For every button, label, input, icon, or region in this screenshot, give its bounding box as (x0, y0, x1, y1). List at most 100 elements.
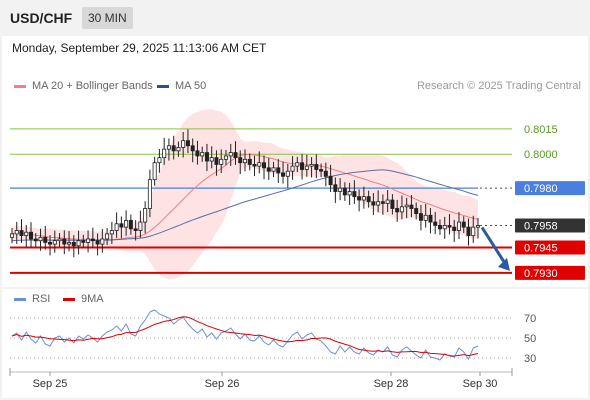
candle-13 (71, 235, 76, 258)
candle-body (100, 238, 105, 245)
candle-63 (309, 157, 314, 178)
candle-82 (399, 195, 404, 220)
candle-32 (162, 137, 167, 165)
candle-94 (456, 212, 461, 240)
candle-11 (62, 230, 67, 255)
level-8015-label: 0.8015 (524, 124, 558, 136)
legend-ma20: MA 20 + Bollinger Bands (14, 80, 153, 92)
candle-90 (437, 219, 442, 235)
forecast-arrow-head (498, 257, 510, 271)
candle-81 (395, 199, 400, 222)
candle-41 (204, 143, 209, 172)
candle-15 (81, 234, 86, 249)
candle-72 (352, 180, 357, 204)
candle-20 (105, 227, 110, 245)
candle-body (109, 230, 114, 235)
candle-body (442, 225, 447, 230)
candle-93 (452, 219, 457, 242)
candle-body (119, 223, 124, 228)
candle-body (171, 145, 176, 152)
candle-body (52, 240, 57, 245)
candle-37 (185, 129, 190, 154)
candle-body (190, 145, 195, 152)
candle-body (437, 225, 442, 230)
candle-69 (338, 178, 343, 201)
x-tick-label-3: Sep 30 (463, 378, 498, 390)
candle-47 (233, 141, 238, 165)
candle-89 (433, 212, 438, 235)
timeframe-badge[interactable]: 30 MIN (82, 7, 133, 29)
candle-body (200, 152, 205, 157)
candle-body (423, 214, 428, 221)
candle-body (181, 140, 186, 148)
candle-55 (271, 161, 276, 178)
candle-74 (361, 186, 366, 209)
candle-0 (9, 227, 14, 244)
forecast-arrow-shaft (480, 226, 508, 266)
candle-5 (33, 233, 38, 247)
candle-body (452, 226, 457, 231)
candle-body (328, 175, 333, 186)
candle-body (228, 152, 233, 157)
candle-body (14, 230, 19, 235)
legend-rsi-swatch (14, 297, 26, 301)
datetime-label: Monday, September 29, 2025 11:13:06 AM C… (12, 41, 267, 55)
candle-21 (109, 221, 114, 244)
candle-28 (143, 201, 148, 234)
candle-body (461, 221, 466, 228)
candle-body (81, 240, 86, 243)
candle-body (309, 164, 314, 167)
candle-23 (119, 216, 124, 239)
candle-59 (290, 156, 295, 180)
credit-text: Research © 2025 Trading Central (416, 80, 581, 92)
candle-body (162, 148, 167, 159)
legend-rsi-ma-label: 9MA (81, 293, 104, 305)
candle-body (395, 208, 400, 213)
candle-18 (95, 233, 100, 256)
candle-body (76, 240, 81, 247)
candle-42 (209, 146, 214, 169)
candle-body (361, 196, 366, 201)
candle-85 (414, 202, 419, 220)
candle-39 (195, 140, 200, 165)
candle-83 (404, 197, 409, 219)
x-tick-label-2: Sep 28 (374, 378, 409, 390)
legend-ma50-swatch (157, 84, 169, 88)
candle-body (409, 204, 414, 209)
candle-body (304, 165, 309, 170)
candle-33 (166, 138, 171, 161)
candle-34 (171, 135, 176, 160)
candle-14 (76, 230, 81, 255)
candle-body (404, 204, 409, 208)
bollinger-band (12, 109, 478, 280)
candle-6 (38, 228, 43, 251)
candle-24 (124, 210, 129, 236)
candle-body (62, 238, 67, 245)
legend-rsi-label: RSI (32, 293, 51, 305)
candle-79 (385, 190, 390, 213)
candle-67 (328, 164, 333, 193)
candle-87 (423, 203, 428, 228)
candle-body (214, 157, 219, 165)
bollinger-band-area (12, 109, 478, 280)
candle-body (338, 187, 343, 192)
candle-46 (228, 143, 233, 166)
candle-body (57, 238, 62, 242)
candle-body (33, 238, 38, 242)
symbol-title: USD/CHF (10, 10, 73, 26)
candle-body (376, 201, 381, 206)
candle-body (204, 152, 209, 162)
candle-54 (266, 157, 271, 180)
candle-50 (247, 153, 252, 171)
candle-body (90, 238, 95, 242)
candle-body (147, 179, 152, 209)
candle-52 (257, 151, 262, 174)
candle-body (471, 226, 476, 237)
x-tick-label-0: Sep 25 (33, 378, 68, 390)
candle-96 (466, 218, 471, 246)
candle-12 (67, 231, 72, 252)
candle-68 (333, 177, 338, 203)
candle-77 (376, 190, 381, 213)
candle-4 (29, 222, 34, 248)
